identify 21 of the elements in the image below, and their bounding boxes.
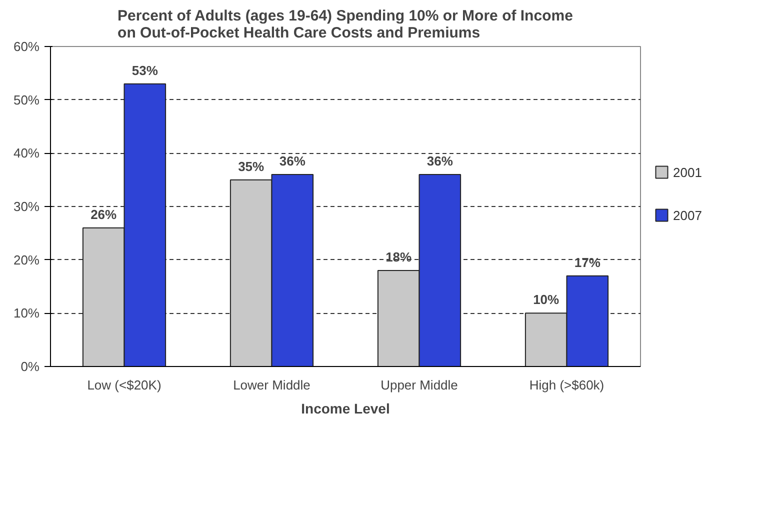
data-label: 36% — [279, 154, 306, 168]
x-tick-label: Low (<$20K) — [87, 378, 162, 392]
y-tick-label: 40% — [13, 146, 40, 161]
x-tick-label: Lower Middle — [233, 378, 310, 392]
y-tick-label: 20% — [13, 252, 40, 268]
data-label: 53% — [132, 62, 158, 78]
y-tick-label: 10% — [13, 306, 40, 321]
data-label: 10% — [533, 292, 560, 308]
y-tick-label: 30% — [13, 199, 40, 214]
legend-label: 2007 — [673, 208, 702, 223]
x-axis-title: Income Level — [301, 400, 390, 416]
chart-title: Percent of Adults (ages 19-64) Spending 10% or More of Income on Out-of-Pocket Health Care Costs and Premiums — [118, 8, 573, 42]
data-label: 36% — [426, 154, 454, 168]
data-label: 26% — [90, 206, 118, 222]
x-tick-label: High (>$60k) — [529, 378, 604, 392]
x-tick-label: Upper Middle — [380, 378, 458, 392]
y-tick-label: 50% — [13, 92, 40, 108]
legend-label: 2001 — [673, 164, 702, 180]
y-tick-label: 0% — [20, 359, 40, 374]
y-tick-label: 60% — [13, 39, 40, 54]
data-label: 35% — [238, 158, 265, 174]
